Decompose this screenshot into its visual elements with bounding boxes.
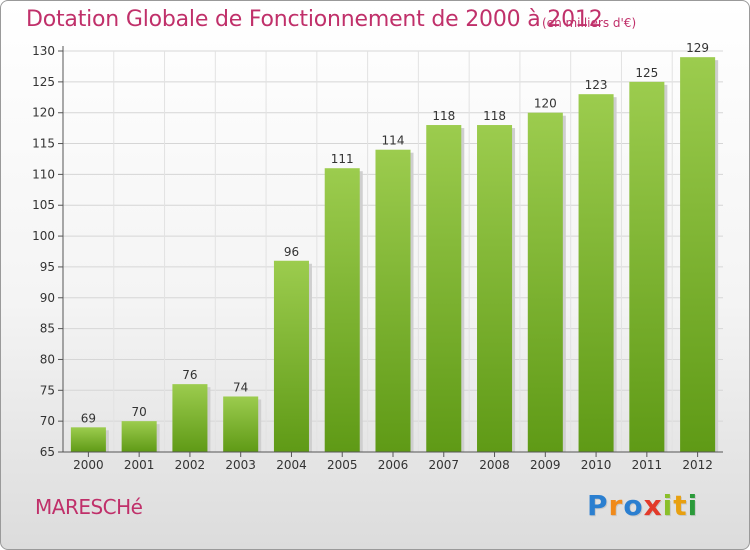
logo-letter: i [662, 489, 674, 522]
y-tick-label: 105 [32, 198, 55, 212]
x-tick-label: 2002 [175, 458, 206, 472]
bar [273, 260, 309, 452]
bar-value-label: 120 [534, 97, 557, 111]
y-tick-label: 70 [40, 414, 55, 428]
logo-letter: t [673, 489, 688, 522]
logo-letter: o [623, 489, 644, 522]
y-tick-label: 120 [32, 106, 55, 120]
x-tick-label: 2009 [530, 458, 561, 472]
y-tick-label: 125 [32, 75, 55, 89]
y-tick-label: 115 [32, 137, 55, 151]
bar-value-label: 96 [284, 245, 299, 259]
bar-value-label: 70 [132, 405, 147, 419]
bar-value-label: 114 [382, 134, 405, 148]
x-tick-label: 2011 [632, 458, 663, 472]
bar [172, 384, 208, 452]
bar [426, 125, 462, 453]
bar-value-label: 76 [182, 368, 197, 382]
bar [578, 94, 614, 452]
axes: 65 70 75 80 85 90 95 100 105 110 115 120 125 130 2000 2… [32, 44, 723, 472]
y-tick-label: 100 [32, 229, 55, 243]
logo-letter: x [643, 489, 663, 522]
commune-name: MARESCHé [35, 495, 143, 519]
bar-value-label: 111 [331, 152, 354, 166]
bar [527, 112, 563, 452]
x-tick-label: 2004 [276, 458, 307, 472]
bar [70, 427, 106, 452]
x-tick-label: 2000 [73, 458, 104, 472]
y-tick-label: 80 [40, 352, 55, 366]
x-tick-label: 2003 [225, 458, 256, 472]
y-tick-label: 110 [32, 167, 55, 181]
x-tick-label: 2010 [581, 458, 612, 472]
bar-value-label: 129 [686, 41, 709, 55]
chart-unit: (en milliers d'€) [542, 16, 637, 30]
y-tick-label: 90 [40, 291, 55, 305]
bar-value-label: 125 [635, 66, 658, 80]
bar-value-label: 118 [483, 109, 506, 123]
y-tick-label: 130 [32, 44, 55, 58]
logo-letter: P [587, 489, 609, 522]
x-tick-label: 2008 [479, 458, 510, 472]
x-tick-label: 2012 [682, 458, 713, 472]
bar [121, 421, 157, 452]
chart-title: Dotation Globale de Fonctionnement de 20… [26, 7, 603, 32]
bar-value-label: 74 [233, 380, 248, 394]
y-tick-label: 85 [40, 322, 55, 336]
bar-value-label: 123 [585, 78, 608, 92]
logo-letter: r [608, 489, 624, 522]
bar [477, 125, 513, 453]
x-tick-label: 2007 [428, 458, 459, 472]
y-tick-label: 75 [40, 383, 55, 397]
y-tick-label: 95 [40, 260, 55, 274]
x-tick-label: 2005 [327, 458, 358, 472]
bar [223, 396, 259, 452]
x-tick-label: 2001 [124, 458, 155, 472]
proxiti-logo[interactable]: Proxiti [587, 489, 698, 522]
bar [324, 168, 360, 452]
bar [375, 149, 411, 452]
bars: 69 70 76 74 96 111 114 118 118 120 123 125 129 [70, 41, 719, 453]
bar [680, 57, 716, 453]
bar [629, 81, 665, 452]
bar-value-label: 69 [81, 411, 96, 425]
logo-letter: i [687, 489, 699, 522]
x-tick-label: 2006 [378, 458, 409, 472]
bar-value-label: 118 [432, 109, 455, 123]
y-tick-label: 65 [40, 445, 55, 459]
